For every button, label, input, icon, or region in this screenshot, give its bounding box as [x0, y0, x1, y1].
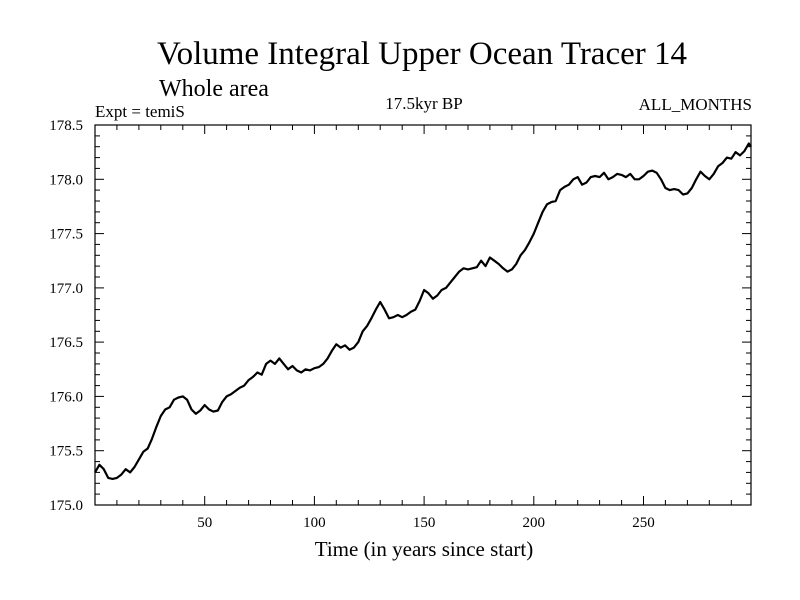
- y-tick-label: 176.5: [49, 335, 83, 351]
- period-label: 17.5kyr BP: [385, 94, 462, 113]
- y-tick-label: 177.0: [49, 281, 83, 297]
- y-tick-label: 175.5: [49, 444, 83, 460]
- x-tick-label: 50: [197, 515, 212, 531]
- series-group: [94, 142, 752, 480]
- x-tick-label: 200: [523, 515, 546, 531]
- axis-ticks: [95, 124, 751, 506]
- chart-title: Volume Integral Upper Ocean Tracer 14: [157, 36, 687, 72]
- y-tick-label: 177.5: [49, 227, 83, 243]
- x-axis-label: Time (in years since start): [315, 537, 534, 561]
- chart-subtitle: Whole area: [159, 76, 269, 102]
- x-tick-label: 100: [303, 515, 326, 531]
- y-tick-label: 178.5: [49, 118, 83, 134]
- x-tick-label: 150: [413, 515, 436, 531]
- plot-frame: [94, 124, 752, 506]
- y-tick-label: 178.0: [49, 172, 83, 188]
- months-label: ALL_MONTHS: [639, 95, 752, 114]
- y-tick-label: 175.0: [49, 498, 83, 514]
- y-tick-labels: 175.0 175.5 176.0 176.5 177.0 177.5 178.0 178.5: [49, 118, 83, 514]
- x-tick-label: 250: [632, 515, 655, 531]
- y-tick-label: 176.0: [49, 389, 83, 405]
- series-line-tracer14: [94, 142, 752, 480]
- experiment-label: Expt = temiS: [95, 102, 185, 121]
- x-tick-labels: 50 100 150 200 250: [197, 515, 655, 531]
